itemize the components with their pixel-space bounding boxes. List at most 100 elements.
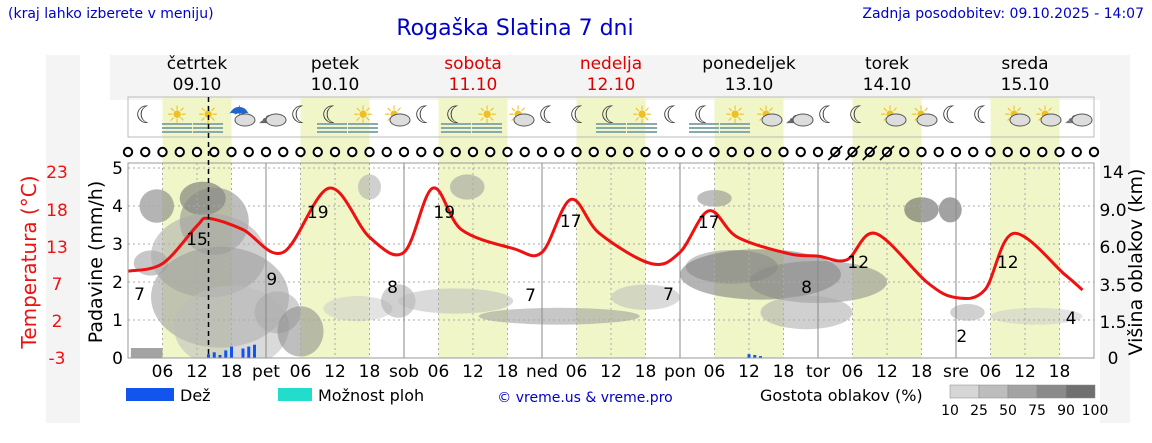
temperature-tick-label: 2 <box>52 312 63 332</box>
rain-tick-label: 0 <box>112 349 123 369</box>
wind-marker <box>674 146 686 158</box>
wind-barb <box>844 145 861 161</box>
rain-tick-label: 1 <box>112 311 123 331</box>
wind-marker <box>605 146 617 158</box>
wind-marker <box>778 146 789 158</box>
x-tick-label: 06 <box>290 362 312 382</box>
wind-marker <box>416 146 427 158</box>
wind-marker <box>398 146 410 158</box>
x-tick-label: sre <box>943 362 969 382</box>
cloud-shape <box>761 113 783 127</box>
x-tick-label: 06 <box>566 362 588 382</box>
wind-marker <box>571 146 582 158</box>
cloud-shape <box>1071 113 1093 127</box>
temperature-tick-label: 13 <box>46 238 68 258</box>
region-hint: (kraj lahko izberete v meniju) <box>8 6 214 22</box>
temperature-label: 17 <box>560 212 582 232</box>
plot-frame <box>127 162 1095 359</box>
wind-marker <box>743 146 755 158</box>
wind-marker <box>502 146 513 158</box>
wind-marker <box>933 146 944 158</box>
temperature-label: 8 <box>801 278 812 298</box>
cloud-patch <box>450 174 485 200</box>
rain-tick-label: 5 <box>112 159 123 179</box>
temperature-label: 8 <box>387 278 398 298</box>
x-tick-label: 18 <box>911 362 933 382</box>
wind-marker <box>347 146 358 158</box>
cloud-height-tick-label: 6.0 <box>1099 238 1126 258</box>
x-tick-label: 06 <box>428 362 450 382</box>
wind-marker <box>950 146 962 158</box>
moon-cloud-icon: ☾ <box>941 101 963 129</box>
rain-bar <box>218 354 222 358</box>
rain-legend-swatch <box>126 388 174 401</box>
moon-cloud-icon-glyph: ☾ <box>538 101 560 129</box>
icon-row-frame <box>127 96 1095 138</box>
rain-bar <box>747 354 751 358</box>
day-date: 09.10 <box>173 75 222 95</box>
wind-marker <box>1071 146 1082 158</box>
cloud-shape <box>265 113 287 127</box>
moon-cloud-icon-glyph: ☾ <box>817 101 839 129</box>
temperature-label: 19 <box>307 203 329 223</box>
cloud-patch <box>760 295 853 330</box>
moon-fog-icon: ☾ <box>596 101 626 133</box>
x-tick-label: 18 <box>1049 362 1071 382</box>
temperature-labels: 7 15 9 19 8 19 7 17 7 17 8 12 2 12 4 <box>134 203 1076 347</box>
cloud-drizzle-icon: ☁ <box>258 101 287 129</box>
wind-marker <box>657 146 668 158</box>
temperature-label: 15 <box>186 230 208 250</box>
sun-fog-icon: ☀ <box>348 101 378 133</box>
temperature-label: 12 <box>847 253 869 273</box>
page-title: Rogaška Slatina 7 dni <box>396 16 634 41</box>
day-date: 12.10 <box>587 75 636 95</box>
rain-tick-label: 3 <box>112 235 123 255</box>
cloud-shape <box>1009 113 1031 127</box>
temperature-tick-label: 23 <box>46 163 68 183</box>
cloud-height-tick-label: 1.5 <box>1099 313 1126 333</box>
cloud-density-swatch <box>978 384 1009 399</box>
wind-marker <box>726 146 737 158</box>
rain-bar <box>241 348 245 358</box>
cloud-density-level: 50 <box>999 403 1017 419</box>
x-tick-label: 12 <box>324 362 346 382</box>
wind-marker <box>433 146 444 158</box>
cloud-drizzle-icon: ☁ <box>785 101 814 129</box>
moon-cloud-icon-glyph: ☾ <box>941 101 963 129</box>
cloud-patch <box>323 296 393 322</box>
cloud-density-legend-title: Gostota oblakov (%) <box>760 386 923 405</box>
day-date: 10.10 <box>311 75 360 95</box>
day-name: četrtek <box>167 54 228 74</box>
wind-marker <box>1037 146 1048 158</box>
wind-marker <box>260 146 272 158</box>
cloud-density-level: 90 <box>1057 403 1075 419</box>
moon-fog-icon-glyph: ☾ <box>321 101 343 129</box>
rain-bar <box>224 350 228 358</box>
wind-marker <box>174 146 185 158</box>
temperature-label: 2 <box>956 327 967 347</box>
x-tick-label: 18 <box>497 362 519 382</box>
x-tick-label: 12 <box>876 362 898 382</box>
cloud-height-tick-label: 9.0 <box>1099 201 1126 221</box>
moon-cloud-icon: ☾ <box>662 101 684 129</box>
cloud-patch <box>358 174 381 200</box>
wind-marker <box>640 146 651 158</box>
sun-fog-icon: ☀ <box>720 101 750 133</box>
wind-marker <box>899 146 910 158</box>
weather-icons-row: ☾☀☀☂☁☾☾☀☀☾☾☀☀☾☾☾☀☾☾☀☀☁☾☾☀☀☾☾☀☀☁ <box>127 96 1095 138</box>
moon-cloud-icon-glyph: ☾ <box>972 101 994 129</box>
cloud-patch <box>398 288 514 314</box>
rain-axis-title: Padavine (mm/h) <box>85 181 107 344</box>
sun-fog-icon-glyph: ☀ <box>631 101 653 129</box>
wind-marker <box>1002 146 1013 158</box>
wind-marker <box>554 146 565 158</box>
moon-cloud-icon: ☾ <box>414 101 436 129</box>
wind-marker <box>157 146 168 158</box>
cloud-density-level: 10 <box>941 403 959 419</box>
sun-fog-icon: ☀ <box>472 101 502 133</box>
wind-marker <box>795 146 806 158</box>
x-tick-label: 12 <box>186 362 208 382</box>
cloud-patch <box>478 307 640 325</box>
moon-cloud-icon: ☾ <box>817 101 839 129</box>
